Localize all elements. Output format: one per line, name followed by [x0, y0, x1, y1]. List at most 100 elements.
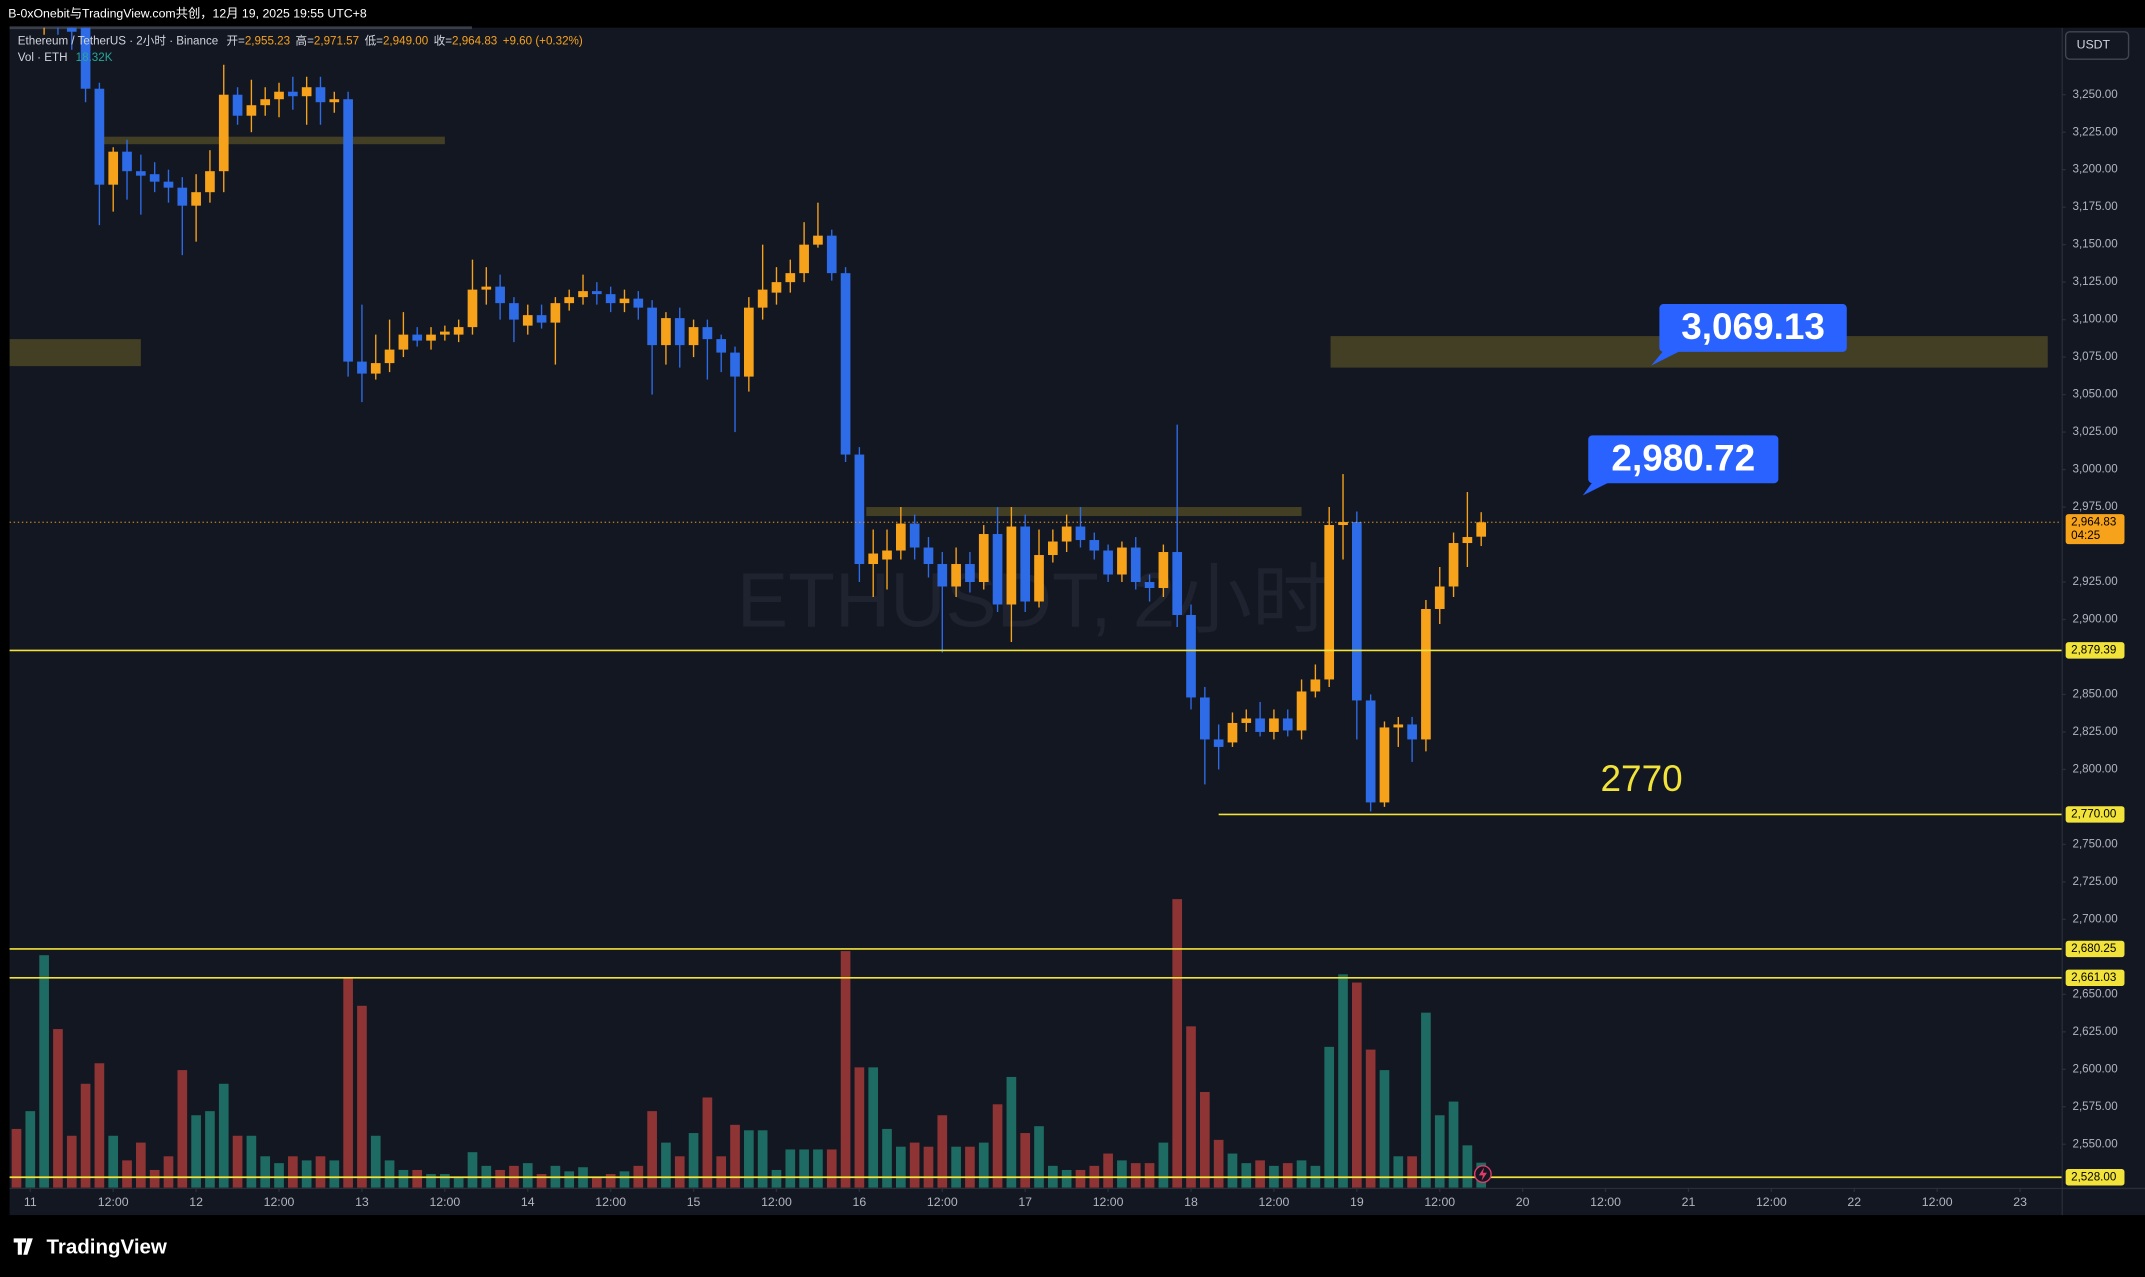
y-tick-label: 2,700.00 — [2072, 912, 2117, 925]
volume-bar — [1117, 1160, 1127, 1188]
candle-body — [1351, 522, 1362, 701]
callout-text: 3,069.13 — [1681, 306, 1825, 347]
volume-bar — [246, 1135, 257, 1188]
currency-box[interactable] — [2064, 31, 2130, 60]
footer-logo[interactable]: TradingView — [47, 1235, 167, 1258]
candle-body — [329, 99, 340, 103]
x-tick-label: 12:00 — [761, 1195, 792, 1209]
volume-bar — [191, 1115, 201, 1188]
volume-bar — [218, 1083, 229, 1188]
y-tick-label: 2,600.00 — [2072, 1062, 2117, 1075]
watermark: ETHUSDT, 2小时 — [737, 559, 1329, 644]
volume-bar — [592, 1176, 602, 1188]
candle-body — [1117, 547, 1127, 575]
volume-bar — [1061, 1169, 1072, 1188]
x-tick-label: 11 — [24, 1195, 37, 1209]
volume-bar — [771, 1169, 782, 1188]
x-tick-label: 23 — [2013, 1195, 2027, 1209]
volume-bar — [647, 1111, 657, 1188]
candle-body — [412, 334, 423, 341]
volume-bar — [370, 1135, 381, 1188]
candle-body — [384, 349, 395, 364]
volume-bar — [1213, 1139, 1224, 1188]
time-axis — [9, 1189, 2062, 1216]
volume-legend: Vol · ETH 18.32K — [18, 51, 113, 64]
alert-icon-bolt — [1478, 1167, 1487, 1181]
volume-bar — [1255, 1160, 1265, 1188]
candle-body — [674, 318, 685, 346]
candle-body — [536, 315, 547, 323]
volume-bar — [53, 1029, 63, 1188]
countdown: 04:25 — [2071, 529, 2100, 542]
candle-body — [1421, 608, 1431, 740]
candle-body — [246, 105, 257, 116]
candle-body — [799, 244, 809, 274]
volume-bar — [1199, 1091, 1210, 1188]
volume-bar — [1365, 1049, 1376, 1188]
candle-body — [1186, 614, 1196, 698]
volume-bar — [992, 1104, 1003, 1188]
logo-mark — [13, 1238, 33, 1255]
legend-change: +9.60 (+0.32%) — [503, 34, 583, 47]
candle-body — [619, 298, 630, 304]
volume-bar — [467, 1152, 478, 1188]
candle-body — [357, 361, 367, 374]
volume-bar — [39, 955, 49, 1188]
candle-body — [923, 547, 934, 565]
x-tick-label: 20 — [1516, 1195, 1530, 1209]
y-tick-label: 3,175.00 — [2072, 200, 2117, 213]
volume-bar — [799, 1149, 809, 1188]
candle-body — [232, 94, 243, 116]
volume-bar — [619, 1171, 630, 1188]
x-tick-label: 12:00 — [1756, 1195, 1787, 1209]
candle-body — [453, 327, 464, 335]
candle-body — [177, 187, 188, 206]
candle-body — [757, 289, 768, 308]
volume-bar — [163, 1156, 174, 1188]
candle-body — [965, 564, 975, 583]
candle-body — [94, 88, 105, 185]
volume-bar — [301, 1160, 312, 1188]
candle-body — [661, 318, 671, 346]
volume-bar — [1421, 1012, 1431, 1188]
volume-bar — [232, 1135, 243, 1188]
price-label-box — [2065, 806, 2125, 823]
price-label: 2,879.39 — [2071, 643, 2116, 656]
volume-bar — [1351, 982, 1362, 1188]
candle-body — [1393, 724, 1404, 728]
candle-body — [909, 523, 920, 548]
volume-bar — [716, 1156, 727, 1188]
callout-text: 2,980.72 — [1611, 437, 1755, 478]
volume-bar — [1075, 1169, 1086, 1188]
candle-body — [149, 174, 160, 182]
candle-body — [1338, 522, 1348, 526]
volume-bar — [288, 1156, 298, 1188]
volume-bar — [260, 1156, 271, 1188]
volume-bar — [1241, 1163, 1252, 1188]
candle-body — [1310, 679, 1321, 692]
volume-bar — [757, 1130, 768, 1188]
x-tick-label: 12:00 — [1259, 1195, 1290, 1209]
price-label: 2,680.25 — [2071, 942, 2116, 955]
candle-body — [1434, 586, 1445, 609]
volume-bar — [702, 1097, 713, 1188]
y-tick-label: 2,550.00 — [2072, 1137, 2117, 1150]
volume-bar — [205, 1111, 215, 1188]
volume-bar — [136, 1142, 146, 1188]
candle-body — [1476, 522, 1487, 537]
candle-body — [1006, 526, 1017, 605]
candle-body — [163, 181, 174, 188]
volume-bar — [398, 1169, 409, 1188]
x-tick-label: 22 — [1847, 1195, 1861, 1209]
current-price-label: 2,964.83 — [2071, 515, 2116, 528]
volume-value: 18.32K — [76, 51, 113, 64]
y-tick-label: 2,750.00 — [2072, 837, 2117, 850]
x-tick-label: 19 — [1350, 1195, 1364, 1209]
candle-body — [1269, 718, 1279, 732]
candle-body — [274, 91, 284, 100]
x-tick-label: 12:00 — [429, 1195, 460, 1209]
candle-body — [826, 235, 837, 274]
y-tick-label: 2,725.00 — [2072, 875, 2117, 888]
symbol-line: Ethereum / TetherUS · 2小时 · Binance — [18, 34, 218, 47]
